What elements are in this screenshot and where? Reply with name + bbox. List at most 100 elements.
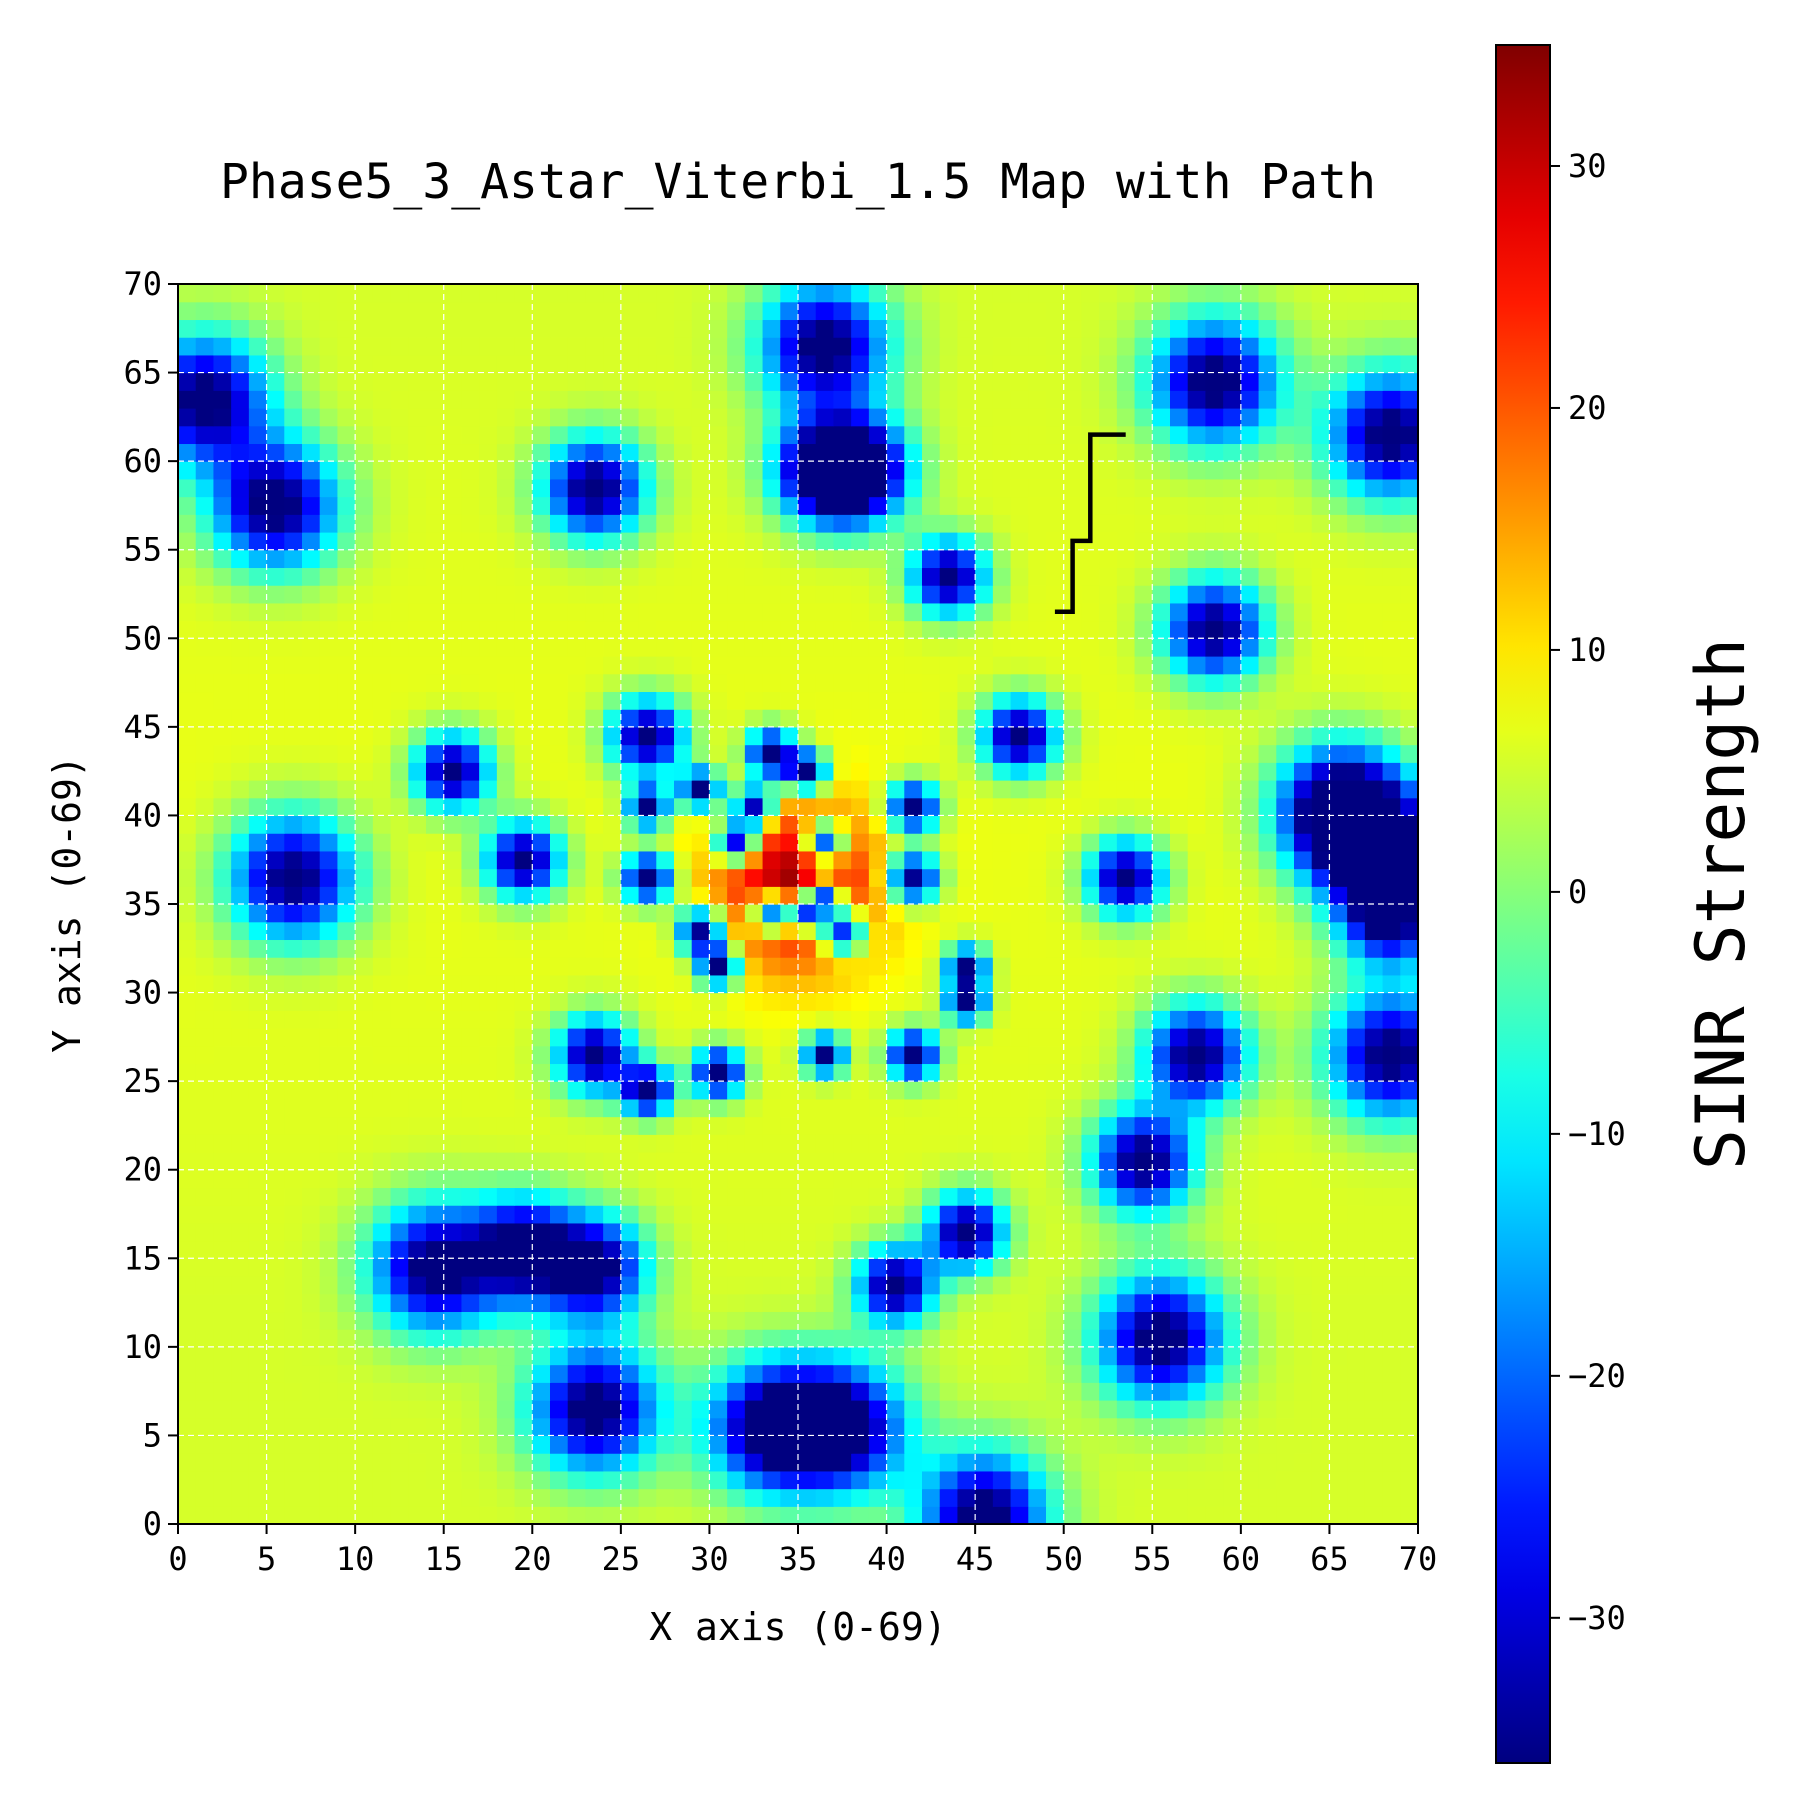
heatmap-cell — [744, 1098, 764, 1118]
heatmap-cell — [443, 337, 463, 356]
heatmap-cell — [1382, 992, 1401, 1011]
heatmap-cell — [514, 1364, 533, 1383]
heatmap-cell — [1046, 354, 1065, 374]
heatmap-cell — [1028, 1045, 1047, 1065]
heatmap-cell — [1134, 797, 1153, 817]
heatmap-cell — [603, 284, 622, 303]
heatmap-cell — [426, 301, 445, 321]
heatmap-cell — [762, 372, 781, 391]
heatmap-cell — [992, 1311, 1012, 1330]
heatmap-cell — [922, 532, 941, 551]
heatmap-cell — [1170, 1134, 1189, 1153]
heatmap-cell — [868, 532, 888, 551]
heatmap-cell — [550, 1276, 569, 1295]
heatmap-cell — [567, 850, 587, 870]
heatmap-cell — [1205, 1187, 1224, 1206]
heatmap-cell — [479, 443, 498, 462]
heatmap-cell — [195, 620, 215, 639]
heatmap-cell — [992, 337, 1012, 356]
heatmap-cell — [178, 1081, 197, 1100]
heatmap-cell — [1364, 656, 1384, 675]
heatmap-cell — [1099, 1364, 1118, 1383]
heatmap-cell — [674, 1470, 693, 1490]
heatmap-cell — [886, 744, 905, 763]
heatmap-cell — [1046, 1435, 1065, 1454]
heatmap-cell — [1240, 390, 1260, 409]
heatmap-cell — [443, 868, 463, 887]
heatmap-cell — [266, 709, 285, 728]
heatmap-cell — [213, 673, 232, 693]
heatmap-cell — [1258, 850, 1277, 870]
heatmap-cell — [248, 1116, 268, 1135]
heatmap-cell — [355, 957, 374, 976]
heatmap-cell — [744, 549, 764, 569]
heatmap-cell — [1063, 815, 1083, 834]
heatmap-cell — [957, 656, 976, 675]
heatmap-cell — [1099, 1470, 1118, 1490]
heatmap-cell — [674, 850, 693, 870]
heatmap-cell — [1329, 567, 1348, 586]
heatmap-cell — [1081, 638, 1100, 657]
heatmap-cell — [1187, 833, 1207, 852]
heatmap-cell — [1187, 726, 1207, 746]
heatmap-cell — [1294, 1453, 1313, 1472]
heatmap-cell — [975, 1276, 994, 1295]
heatmap-cell — [372, 638, 392, 657]
heatmap-cell — [479, 1205, 498, 1224]
heatmap-cell — [1152, 1329, 1171, 1348]
heatmap-cell — [922, 921, 941, 941]
heatmap-cell — [620, 921, 640, 941]
heatmap-cell — [1187, 514, 1207, 533]
heatmap-cell — [798, 1063, 817, 1082]
heatmap-cell — [886, 408, 905, 427]
heatmap-cell — [1276, 354, 1295, 374]
heatmap-cell — [1347, 1293, 1366, 1313]
heatmap-cell — [1294, 957, 1313, 976]
heatmap-cell — [868, 1293, 888, 1313]
heatmap-cell — [319, 1187, 339, 1206]
heatmap-cell — [709, 1098, 728, 1118]
heatmap-cell — [514, 319, 533, 338]
heatmap-cell — [780, 744, 799, 763]
heatmap-cell — [886, 1098, 905, 1118]
heatmap-cell — [266, 425, 285, 445]
heatmap-cell — [266, 549, 285, 569]
heatmap-cell — [408, 709, 427, 728]
heatmap-cell — [1240, 549, 1260, 569]
heatmap-cell — [355, 620, 374, 639]
heatmap-cell — [1364, 638, 1384, 657]
heatmap-cell — [426, 797, 445, 817]
heatmap-cell — [248, 1346, 268, 1366]
x-tick-label: 20 — [513, 1540, 552, 1578]
heatmap-cell — [1028, 620, 1047, 639]
heatmap-cell — [1170, 408, 1189, 427]
heatmap-cell — [1258, 797, 1277, 817]
heatmap-cell — [284, 1098, 303, 1118]
heatmap-cell — [674, 656, 693, 675]
heatmap-cell — [248, 744, 268, 763]
heatmap-cell — [992, 1187, 1012, 1206]
heatmap-cell — [833, 1063, 852, 1082]
heatmap-cell — [1294, 301, 1313, 321]
heatmap-cell — [390, 1382, 409, 1401]
heatmap-cell — [1276, 726, 1295, 746]
heatmap-cell — [904, 301, 923, 321]
heatmap-cell — [195, 567, 215, 586]
heatmap-cell — [266, 1081, 285, 1100]
heatmap-cell — [319, 1098, 339, 1118]
heatmap-cell — [213, 602, 232, 622]
heatmap-cell — [1116, 1134, 1136, 1153]
heatmap-cell — [408, 1028, 427, 1047]
heatmap-cell — [1258, 602, 1277, 622]
heatmap-cell — [372, 1329, 392, 1348]
heatmap-cell — [780, 868, 799, 887]
heatmap-cell — [1240, 797, 1260, 817]
heatmap-cell — [674, 425, 693, 445]
heatmap-cell — [443, 567, 463, 586]
heatmap-cell — [178, 1187, 197, 1206]
heatmap-cell — [337, 301, 356, 321]
heatmap-cell — [1099, 478, 1118, 498]
heatmap-cell — [514, 567, 533, 586]
heatmap-cell — [992, 1276, 1012, 1295]
heatmap-cell — [1046, 567, 1065, 586]
